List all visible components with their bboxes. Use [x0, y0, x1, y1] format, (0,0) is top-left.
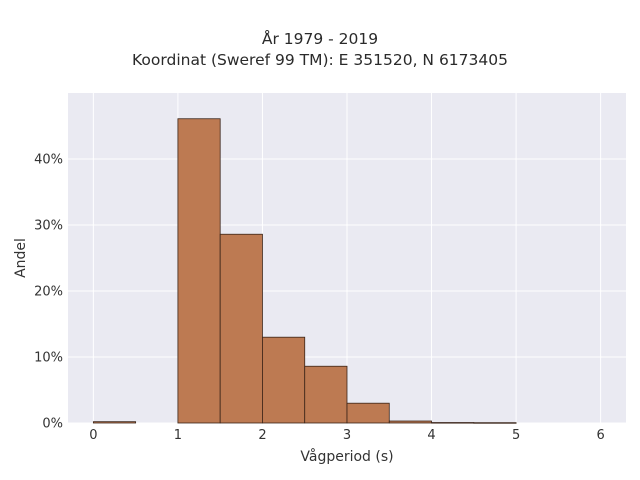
- histogram-bars: [92, 118, 517, 424]
- x-tick-label-0: 0: [89, 428, 97, 443]
- x-tick-label-4: 4: [427, 428, 435, 443]
- y-tick-label-2: 20%: [34, 285, 63, 300]
- histogram-bar-0: [92, 421, 137, 424]
- x-tick-label-5: 5: [512, 428, 520, 443]
- y-axis-label: Andel: [13, 238, 29, 278]
- x-axis-label: Vågperiod (s): [300, 448, 393, 465]
- x-axis-ticks: 0 1 2 3 4 5 6: [89, 428, 605, 443]
- histogram-bar-5: [346, 402, 390, 424]
- x-tick-label-2: 2: [258, 428, 266, 443]
- y-tick-label-3: 30%: [34, 219, 63, 234]
- histogram-bar-4: [304, 365, 348, 424]
- y-tick-label-4: 40%: [34, 153, 63, 168]
- x-tick-label-1: 1: [174, 428, 182, 443]
- y-tick-label-0: 0%: [42, 417, 63, 432]
- x-tick-label-3: 3: [343, 428, 351, 443]
- histogram-bar-1: [177, 118, 221, 424]
- chart-subtitle: Koordinat (Sweref 99 TM): E 351520, N 61…: [132, 51, 508, 69]
- histogram-bar-2: [219, 233, 263, 424]
- x-tick-label-6: 6: [596, 428, 604, 443]
- histogram-bar-3: [262, 336, 306, 424]
- chart-title: År 1979 - 2019: [261, 30, 379, 48]
- histogram-bar-8: [473, 422, 517, 424]
- histogram-bar-7: [431, 422, 475, 424]
- y-tick-label-1: 10%: [34, 351, 63, 366]
- y-axis-ticks: 0% 10% 20% 30% 40%: [34, 153, 63, 432]
- histogram-bar-6: [388, 420, 432, 424]
